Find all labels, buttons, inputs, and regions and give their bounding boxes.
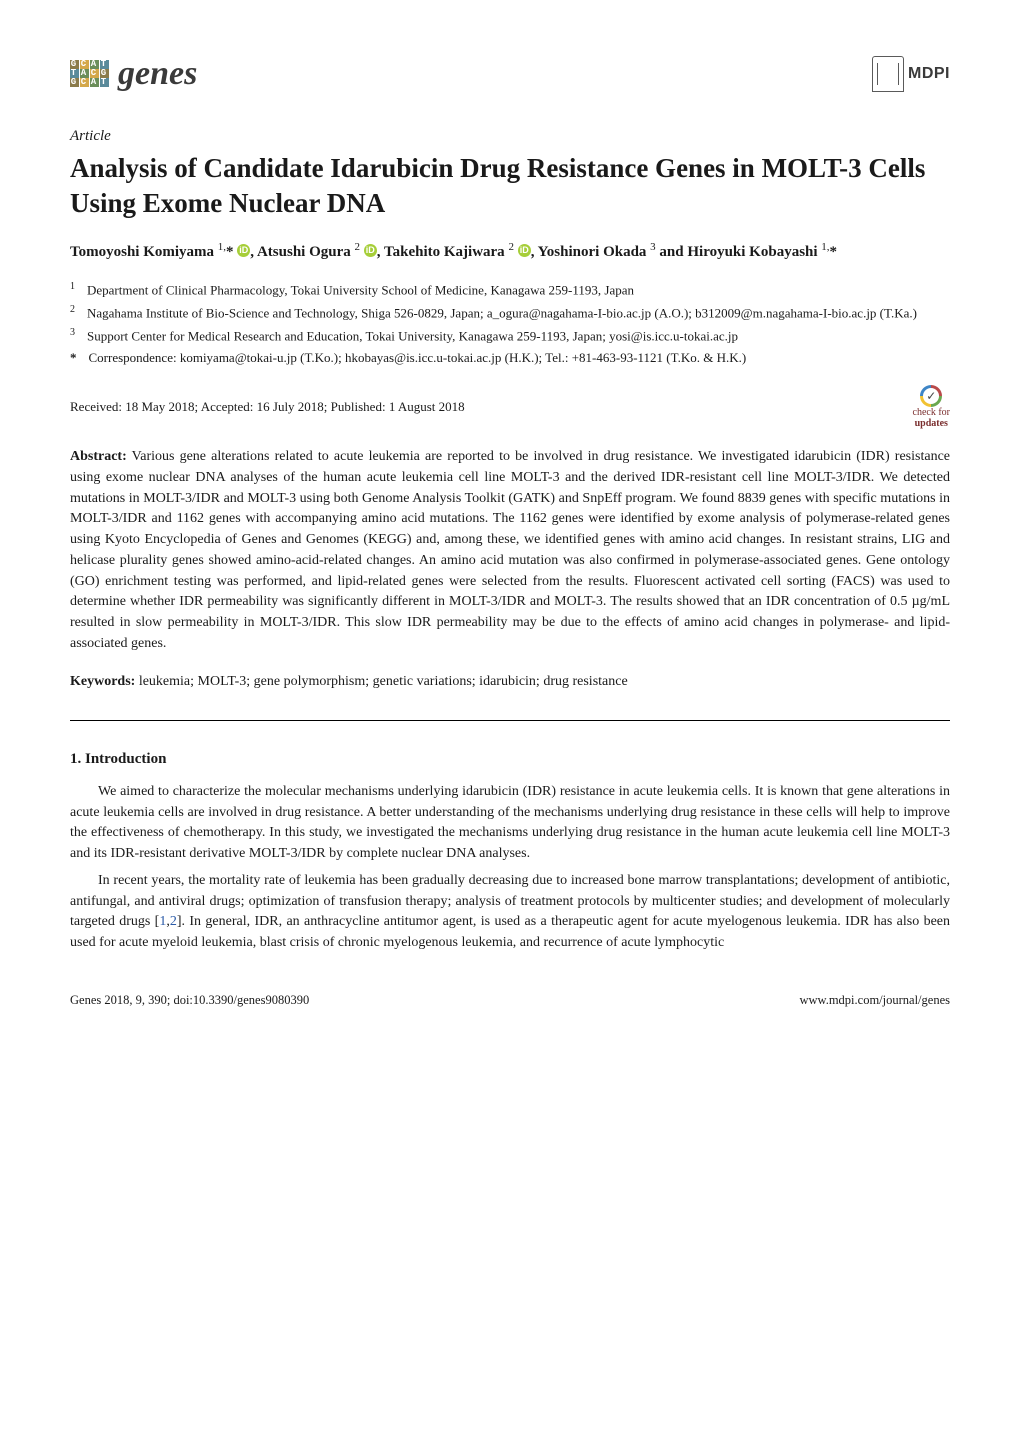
keywords-label: Keywords: <box>70 674 135 689</box>
check-updates-icon <box>920 385 942 407</box>
article-type: Article <box>70 126 950 147</box>
publisher-icon <box>872 56 904 92</box>
affiliation-2: 2Nagahama Institute of Bio-Science and T… <box>92 302 950 323</box>
check-updates-badge[interactable]: check for updates <box>913 385 950 429</box>
intro-para-2: In recent years, the mortality rate of l… <box>70 871 950 954</box>
intro-para-1: We aimed to characterize the molecular m… <box>70 782 950 865</box>
keywords: Keywords: leukemia; MOLT-3; gene polymor… <box>70 672 950 692</box>
affiliations-block: 1Department of Clinical Pharmacology, To… <box>70 279 950 367</box>
publisher-name: MDPI <box>908 63 950 85</box>
section-1-heading: 1. Introduction <box>70 749 950 770</box>
correspondence: *Correspondence: komiyama@tokai-u.jp (T.… <box>92 348 950 368</box>
journal-logo: GCAT TACG GCAT genes <box>70 50 197 98</box>
section-divider <box>70 720 950 721</box>
article-title: Analysis of Candidate Idarubicin Drug Re… <box>70 151 950 221</box>
page-footer: Genes 2018, 9, 390; doi:10.3390/genes908… <box>70 992 950 1010</box>
page-header: GCAT TACG GCAT genes MDPI <box>70 50 950 98</box>
footer-url: www.mdpi.com/journal/genes <box>799 992 950 1010</box>
publication-dates: Received: 18 May 2018; Accepted: 16 July… <box>70 398 465 416</box>
abstract-label: Abstract: <box>70 449 127 464</box>
authors-list: Tomoyoshi Komiyama 1,* iD, Atsushi Ogura… <box>70 239 950 264</box>
abstract: Abstract: Various gene alterations relat… <box>70 447 950 654</box>
footer-citation: Genes 2018, 9, 390; doi:10.3390/genes908… <box>70 992 309 1010</box>
journal-logo-icon: GCAT TACG GCAT <box>70 53 112 95</box>
affiliation-1: 1Department of Clinical Pharmacology, To… <box>92 279 950 300</box>
journal-name: genes <box>118 50 197 98</box>
affiliation-3: 3Support Center for Medical Research and… <box>92 325 950 346</box>
publisher-logo: MDPI <box>872 56 950 92</box>
citation-link-2[interactable]: 2 <box>170 914 177 929</box>
dates-row: Received: 18 May 2018; Accepted: 16 July… <box>70 385 950 429</box>
keywords-body: leukemia; MOLT-3; gene polymorphism; gen… <box>139 674 628 689</box>
abstract-body: Various gene alterations related to acut… <box>70 449 950 650</box>
